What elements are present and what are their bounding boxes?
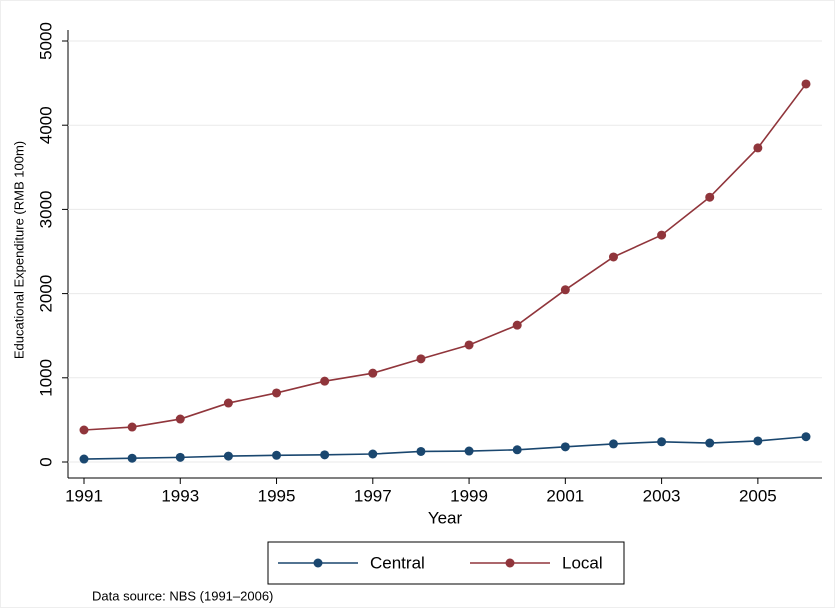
marker xyxy=(657,437,667,447)
x-tick-label: 1993 xyxy=(161,486,199,505)
marker xyxy=(223,398,233,408)
legend-marker xyxy=(313,558,323,568)
marker xyxy=(512,320,522,330)
y-tick-label: 1000 xyxy=(36,359,55,397)
marker xyxy=(608,439,618,449)
marker xyxy=(223,451,233,461)
marker xyxy=(753,436,763,446)
marker xyxy=(416,446,426,456)
x-tick-label: 1995 xyxy=(258,486,296,505)
marker xyxy=(657,230,667,240)
x-tick-label: 2005 xyxy=(739,486,777,505)
marker xyxy=(368,368,378,378)
y-axis-label: Educational Expenditure (RMB 100m) xyxy=(11,141,26,359)
marker xyxy=(560,442,570,452)
marker xyxy=(320,450,330,460)
marker xyxy=(753,143,763,153)
marker xyxy=(175,452,185,462)
x-tick-label: 2001 xyxy=(546,486,584,505)
marker xyxy=(416,354,426,364)
y-tick-label: 0 xyxy=(36,457,55,466)
marker xyxy=(127,453,137,463)
x-axis-label: Year xyxy=(428,508,463,527)
x-tick-label: 1997 xyxy=(354,486,392,505)
y-tick-label: 4000 xyxy=(36,106,55,144)
note: Data source: NBS (1991–2006) xyxy=(92,588,273,603)
marker xyxy=(705,192,715,202)
legend-label: Central xyxy=(370,553,425,572)
marker xyxy=(79,425,89,435)
marker xyxy=(464,340,474,350)
legend-marker xyxy=(505,558,515,568)
marker xyxy=(464,446,474,456)
marker xyxy=(272,450,282,460)
marker xyxy=(368,449,378,459)
marker xyxy=(608,252,618,262)
marker xyxy=(705,438,715,448)
marker xyxy=(127,422,137,432)
line xyxy=(83,435,807,460)
line xyxy=(83,83,807,431)
marker xyxy=(79,454,89,464)
y-tick-label: 3000 xyxy=(36,190,55,228)
y-tick-label: 5000 xyxy=(36,22,55,60)
marker xyxy=(512,445,522,455)
x-tick-label: 1991 xyxy=(65,486,103,505)
x-tick-label: 1999 xyxy=(450,486,488,505)
y-tick-label: 2000 xyxy=(36,275,55,313)
marker xyxy=(801,432,811,442)
legend-label: Local xyxy=(562,553,603,572)
marker xyxy=(175,414,185,424)
marker xyxy=(320,376,330,386)
marker xyxy=(560,285,570,295)
marker xyxy=(801,79,811,89)
x-tick-label: 2003 xyxy=(643,486,681,505)
marker xyxy=(272,388,282,398)
